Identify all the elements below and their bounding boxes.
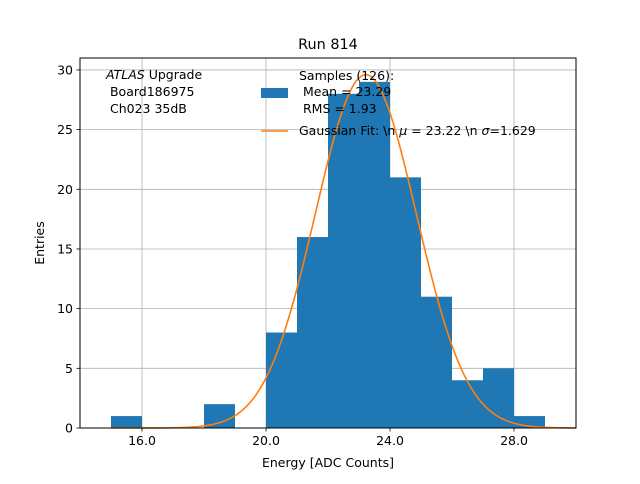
legend-fit-mu-value: = 23.22 \n xyxy=(407,123,481,138)
x-tick-label: 20.0 xyxy=(252,433,280,448)
gaussian-fit-curve xyxy=(111,73,577,429)
y-tick-label: 10 xyxy=(57,301,73,316)
legend-samples-rms: RMS = 1.93 xyxy=(299,101,377,116)
x-axis-label: Energy [ADC Counts] xyxy=(262,455,394,470)
legend: Samples (126): Mean = 23.29 RMS = 1.93 G… xyxy=(261,68,536,138)
legend-fit-sigma-value: =1.629 xyxy=(489,123,535,138)
histogram-bar xyxy=(390,177,421,428)
annotation-board: Board186975 xyxy=(106,84,194,99)
legend-samples-mean: Mean = 23.29 xyxy=(299,84,391,99)
legend-fit-prefix: Gaussian Fit: \n xyxy=(299,123,399,138)
y-axis-ticks: 0 5 10 15 20 25 30 xyxy=(57,62,80,436)
annotation-line-1: ATLAS Upgrade xyxy=(105,67,202,82)
chart-title: Run 814 xyxy=(298,37,358,53)
histogram-bar xyxy=(266,332,297,428)
x-tick-label: 24.0 xyxy=(376,433,404,448)
histogram-bar xyxy=(111,416,142,428)
histogram-bar xyxy=(514,416,545,428)
atlas-annotation: ATLAS Upgrade Board186975 Ch023 35dB xyxy=(105,67,202,116)
x-axis-ticks: 16.0 20.0 24.0 28.0 xyxy=(128,428,528,448)
histogram-bar xyxy=(452,380,483,428)
legend-samples-swatch xyxy=(261,88,288,98)
histogram-bar xyxy=(483,368,514,428)
y-tick-label: 5 xyxy=(65,361,73,376)
gaussian-fit-layer xyxy=(111,73,577,429)
legend-fit-mu-symbol: μ xyxy=(398,123,407,138)
y-tick-label: 20 xyxy=(57,182,73,197)
annotation-upgrade: Upgrade xyxy=(145,67,203,82)
x-tick-label: 28.0 xyxy=(500,433,528,448)
annotation-channel: Ch023 35dB xyxy=(106,101,187,116)
y-tick-label: 15 xyxy=(57,241,73,256)
histogram-bars xyxy=(111,81,545,428)
y-tick-label: 30 xyxy=(57,62,73,77)
histogram-bar xyxy=(328,93,359,428)
histogram-bar xyxy=(359,81,390,428)
histogram-bar xyxy=(421,296,452,428)
plot-frame xyxy=(79,57,577,429)
legend-samples-title: Samples (126): xyxy=(299,68,394,83)
legend-fit-sigma-symbol: σ xyxy=(482,123,491,138)
legend-fit-label: Gaussian Fit: \n μ = 23.22 \n σ=1.629 xyxy=(299,123,536,138)
histogram-bar xyxy=(297,237,328,428)
y-tick-label: 0 xyxy=(65,421,73,436)
annotation-atlas: ATLAS xyxy=(105,67,145,82)
y-tick-label: 25 xyxy=(57,122,73,137)
y-axis-label: Entries xyxy=(32,221,47,265)
x-tick-label: 16.0 xyxy=(128,433,156,448)
histogram-bar xyxy=(204,404,235,428)
